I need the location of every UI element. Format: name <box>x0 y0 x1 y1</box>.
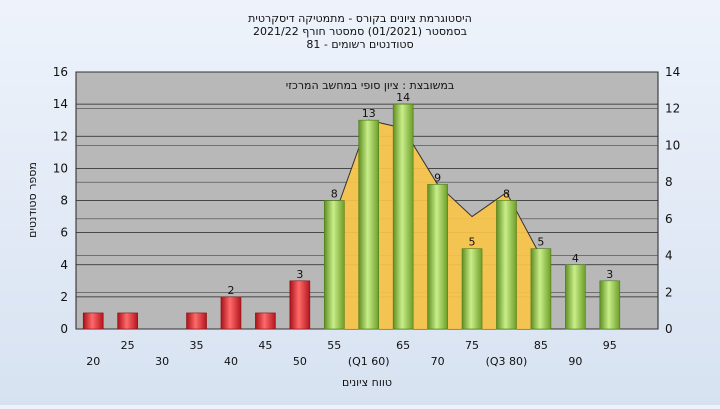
x-tick-label-10: 70 <box>431 355 445 368</box>
bar-25 <box>117 312 138 330</box>
x-axis-label: טווח ציונים <box>342 376 392 389</box>
y2-tick-label-0: 0 <box>665 322 673 336</box>
bar-20 <box>82 312 104 330</box>
plot-annotation: במשובצת : ציון סופי במחשב המרכזי <box>286 79 455 92</box>
title-line-3: סטודנטים רשומים - 81 <box>306 38 413 51</box>
bars <box>82 103 621 330</box>
y-tick-label-7: 14 <box>53 97 68 111</box>
y2-tick-label-2: 4 <box>665 249 673 263</box>
x-tick-label-11: 75 <box>465 339 479 352</box>
x-tick-label-2: 30 <box>155 355 169 368</box>
bar-70 <box>427 184 448 330</box>
x-tick-label-15: 95 <box>603 339 617 352</box>
y-axis-right-ticks: 0 2 4 6 8 10 12 14 <box>665 65 680 336</box>
bar-40 <box>220 296 242 330</box>
bar-label-50: 3 <box>296 268 303 281</box>
x-tick-label-0: 20 <box>86 355 100 368</box>
x-tick-label-8: (Q1 60) <box>348 355 390 368</box>
x-tick-label-6: 50 <box>293 355 307 368</box>
y2-tick-label-3: 6 <box>665 212 673 226</box>
bar-label-55: 8 <box>331 188 338 201</box>
bar-90 <box>565 264 586 330</box>
y-axis-left-ticks: 0 2 4 6 8 10 12 14 16 <box>53 65 68 336</box>
chart-title: היסטוגרמת ציונים בקורס - מתמטיקה דיסקרטי… <box>248 12 472 51</box>
bar-label-65: 14 <box>396 91 410 104</box>
x-tick-label-7: 55 <box>327 339 341 352</box>
bar-label-90: 4 <box>572 252 579 265</box>
y2-tick-label-6: 12 <box>665 102 680 116</box>
bar-label-80: 8 <box>503 188 510 201</box>
x-tick-label-4: 40 <box>224 355 238 368</box>
y-axis-label: מספר סטודנטים <box>26 162 39 238</box>
y-tick-label-3: 6 <box>60 226 68 240</box>
x-tick-label-5: 45 <box>258 339 272 352</box>
bar-50 <box>289 280 311 330</box>
y-tick-label-1: 2 <box>60 290 68 304</box>
bar-65 <box>392 103 414 330</box>
bar-45 <box>255 312 276 330</box>
y-tick-label-2: 4 <box>60 258 68 272</box>
y2-tick-label-7: 14 <box>665 65 680 79</box>
bar-60 <box>358 119 380 330</box>
y-tick-label-8: 16 <box>53 65 68 79</box>
bar-label-85: 5 <box>537 236 544 249</box>
bar-95 <box>599 280 621 330</box>
x-tick-label-12: (Q3 80) <box>486 355 528 368</box>
bar-35 <box>186 312 207 330</box>
bar-label-95: 3 <box>606 268 613 281</box>
y-tick-label-5: 10 <box>53 161 68 175</box>
bar-85 <box>530 248 552 330</box>
bar-labels: 2 3 8 13 14 9 5 8 5 4 3 <box>227 91 613 297</box>
bar-label-60: 13 <box>362 107 376 120</box>
x-tick-label-3: 35 <box>190 339 204 352</box>
x-tick-label-13: 85 <box>534 339 548 352</box>
x-axis-ticks: 20 25 30 35 40 45 50 55 (Q1 60) 65 70 75 (Q3 80) 85 90… <box>86 339 617 368</box>
x-tick-label-14: 90 <box>568 355 582 368</box>
y-tick-label-0: 0 <box>60 322 68 336</box>
title-line-1: היסטוגרמת ציונים בקורס - מתמטיקה דיסקרטי… <box>248 12 472 25</box>
bar-55 <box>323 200 345 330</box>
title-line-2: בסמסטר (01/2021) סמסטר חורף 2021/22 <box>253 25 467 38</box>
x-tick-label-9: 65 <box>396 339 410 352</box>
y2-tick-label-4: 8 <box>665 175 673 189</box>
bar-label-40: 2 <box>227 284 234 297</box>
bar-80 <box>496 200 517 330</box>
bar-label-70: 9 <box>434 171 441 184</box>
bar-label-75: 5 <box>469 236 476 249</box>
y2-tick-label-1: 2 <box>665 285 673 299</box>
bar-75 <box>461 248 483 330</box>
y-tick-label-6: 12 <box>53 129 68 143</box>
y2-tick-label-5: 10 <box>665 138 680 152</box>
y-tick-label-4: 8 <box>60 194 68 208</box>
x-tick-label-1: 25 <box>121 339 135 352</box>
